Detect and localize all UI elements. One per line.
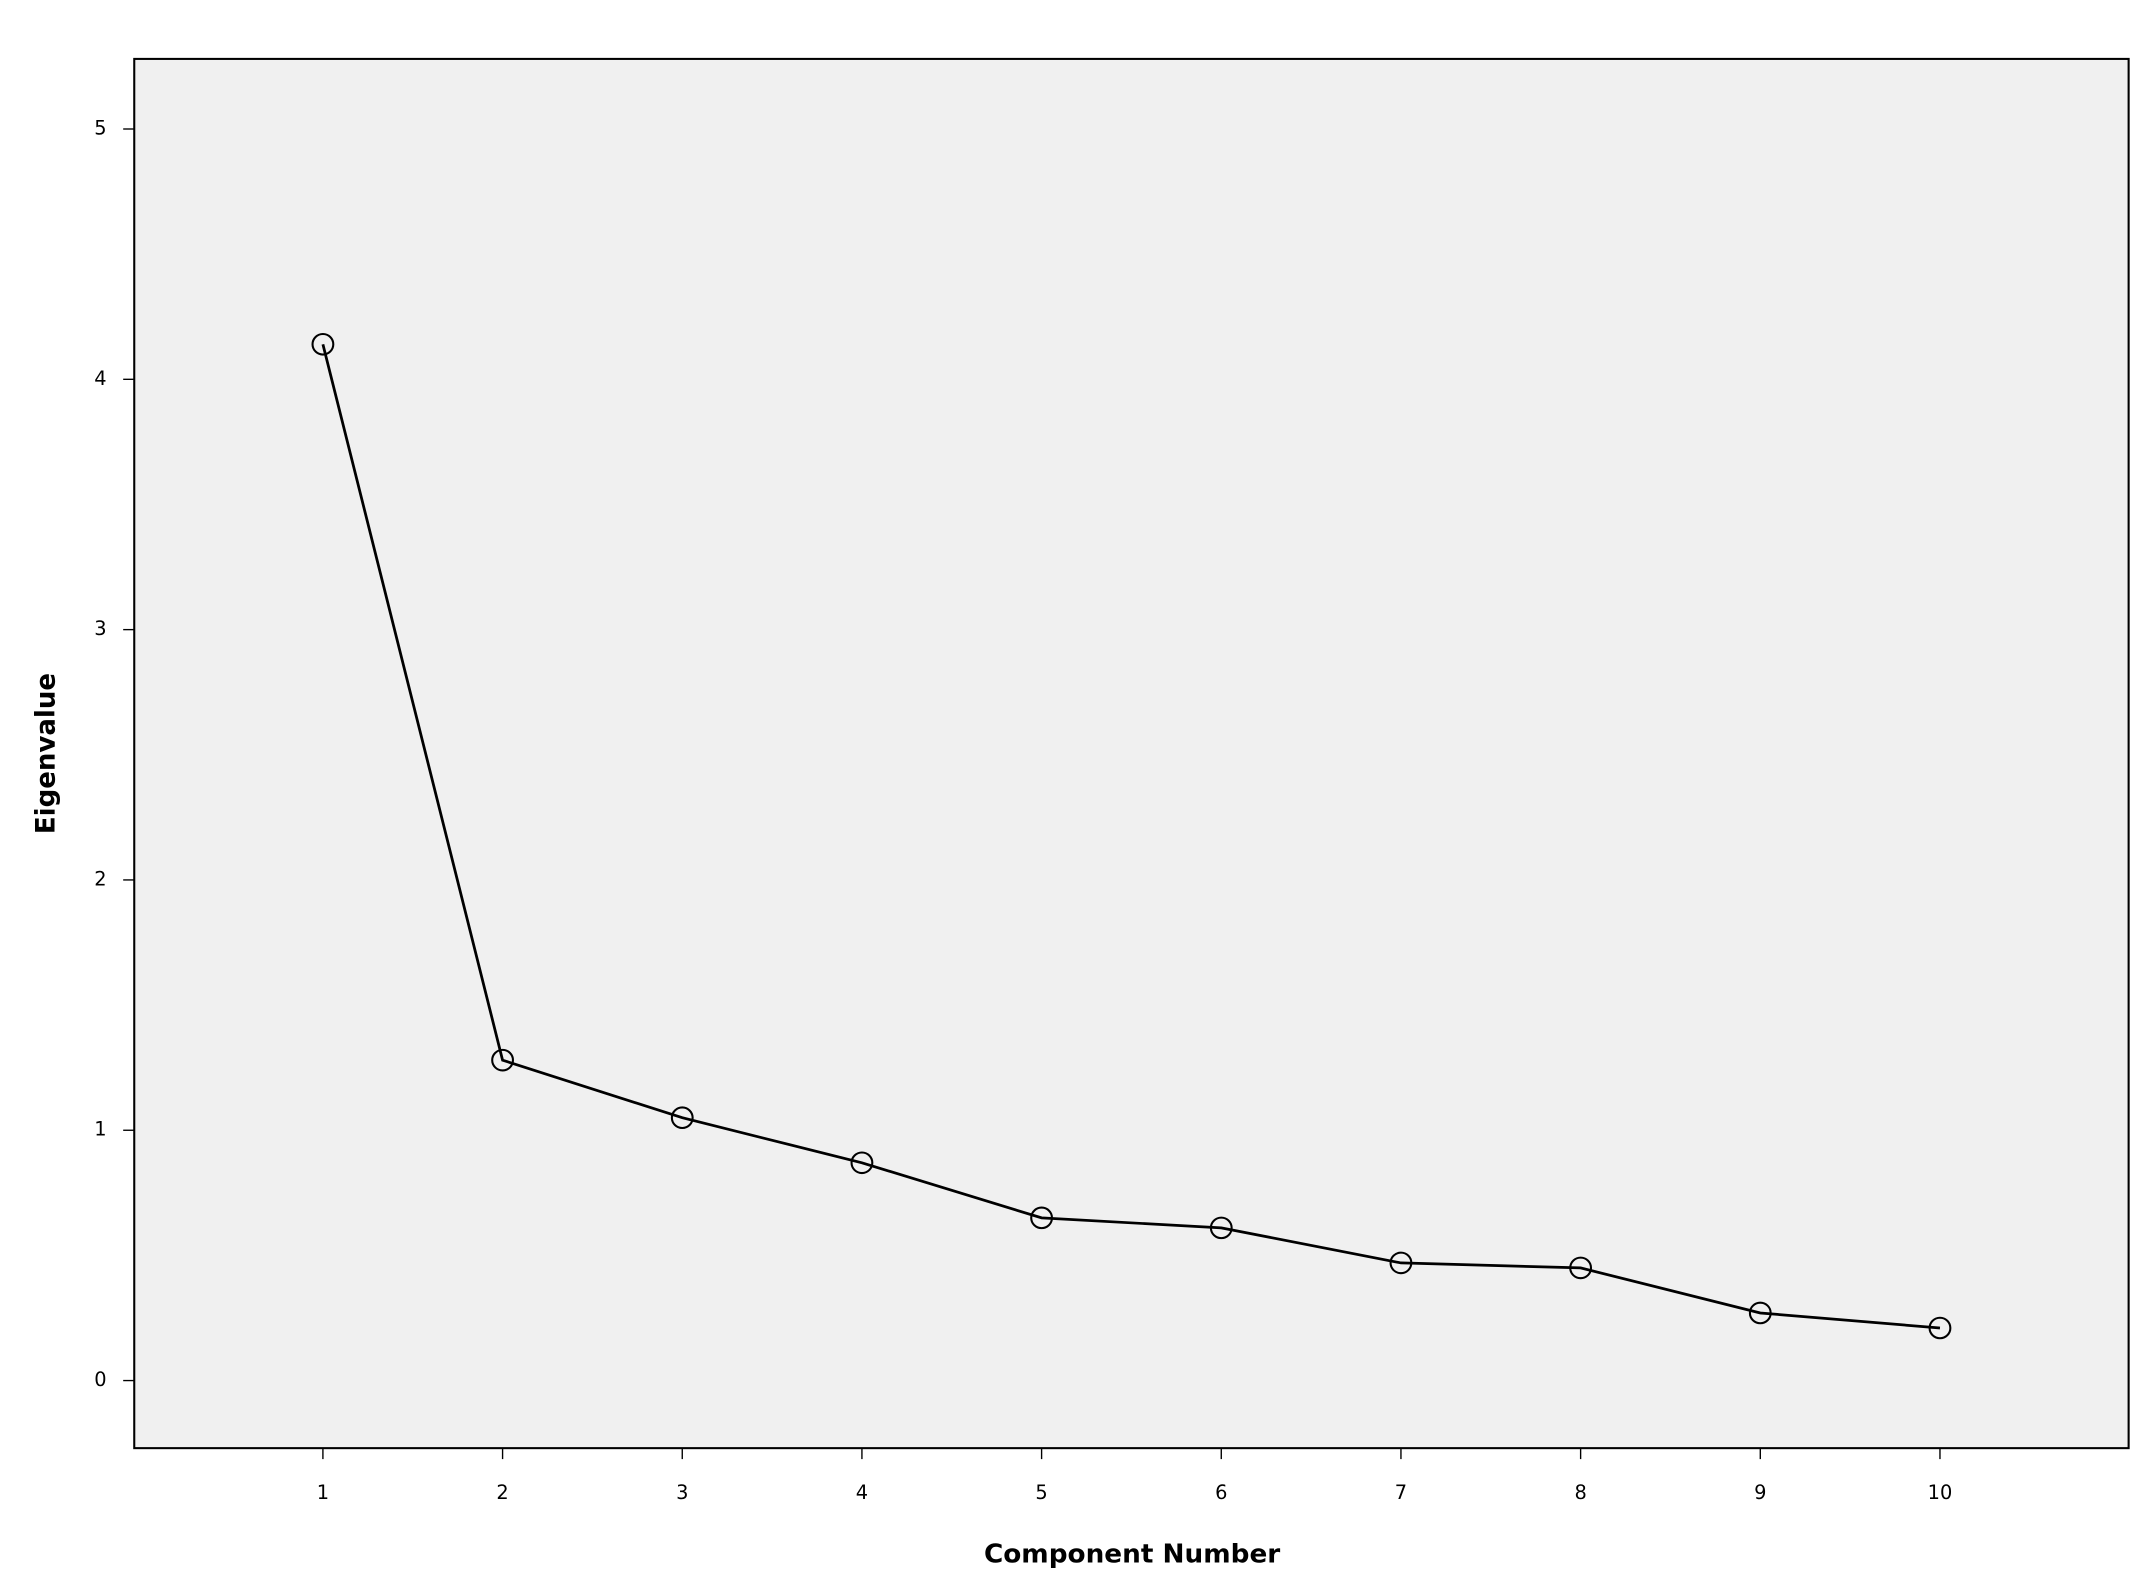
data-point xyxy=(311,332,335,356)
series-line xyxy=(321,343,1941,1330)
y-tick-label: 2 xyxy=(94,867,106,890)
x-tick-label: 10 xyxy=(1928,1481,1953,1504)
data-point xyxy=(1030,1206,1054,1230)
data-point xyxy=(850,1151,874,1175)
y-tick-label: 3 xyxy=(94,617,106,640)
x-tick-label: 9 xyxy=(1754,1481,1766,1504)
x-axis-title: Component Number xyxy=(984,1540,1280,1570)
x-tick-label: 2 xyxy=(496,1481,508,1504)
x-tick-label: 5 xyxy=(1035,1481,1047,1504)
data-point xyxy=(670,1106,694,1130)
x-tick-label: 7 xyxy=(1395,1481,1407,1504)
y-tick-label: 4 xyxy=(94,367,106,390)
data-point xyxy=(1569,1256,1593,1280)
data-point xyxy=(1748,1301,1772,1325)
data-point xyxy=(491,1048,514,1072)
y-tick-label: 1 xyxy=(94,1118,106,1141)
data-point xyxy=(1209,1216,1233,1240)
data-point xyxy=(1928,1316,1952,1340)
x-tick-label: 8 xyxy=(1574,1481,1586,1504)
plot-area xyxy=(133,57,2130,1450)
y-tick-label: 5 xyxy=(94,117,106,140)
y-tick-label: 0 xyxy=(94,1368,106,1391)
x-tick-label: 6 xyxy=(1215,1481,1227,1504)
data-point xyxy=(1389,1251,1413,1275)
x-tick-label: 1 xyxy=(317,1481,329,1504)
x-tick-label: 3 xyxy=(676,1481,688,1504)
y-axis-title: Eigenvalue xyxy=(31,673,61,834)
x-tick-label: 4 xyxy=(856,1481,868,1504)
